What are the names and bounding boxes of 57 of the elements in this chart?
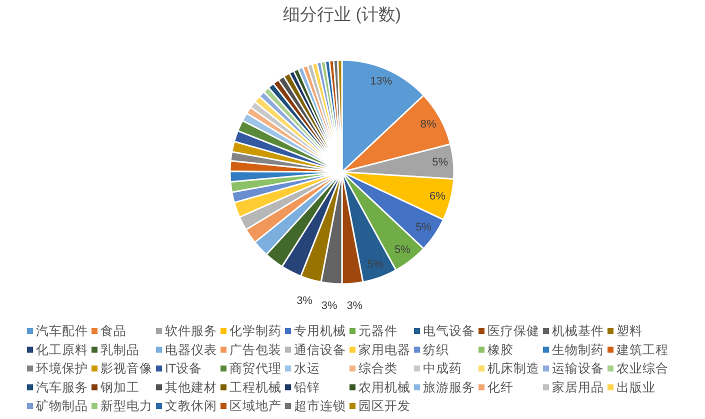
legend-label: 运输设备 [552, 362, 604, 376]
legend-label: 农业综合 [616, 362, 668, 376]
legend-label: 农用机械 [358, 380, 410, 394]
legend-label: 汽车服务 [36, 380, 88, 394]
legend-label: 化工原料 [36, 342, 88, 357]
legend-label: 出版业 [616, 380, 656, 394]
legend-label: 环境保护 [36, 360, 88, 376]
legend-label: 商贸代理 [230, 362, 282, 376]
legend-label: 食品 [100, 324, 126, 338]
data-label: 3% [296, 295, 313, 308]
legend-label: 塑料 [616, 323, 642, 338]
legend-label: 通信设备 [294, 342, 346, 357]
legend-label: 影视音像 [100, 362, 152, 376]
legend-label: 文教休闲 [165, 399, 217, 413]
data-label: 6% [430, 190, 446, 203]
legend-label: 元器件 [358, 324, 398, 338]
legend-label: 超市连锁 [294, 399, 346, 413]
chart-title: 细分行业 (计数) [282, 5, 402, 24]
data-label: 5% [432, 156, 448, 169]
legend-label: 旅游服务 [423, 380, 475, 394]
legend-label: 家居用品 [552, 379, 604, 394]
legend-label: 其他建材 [165, 380, 217, 394]
legend-label: 化学制药 [230, 324, 282, 338]
legend-label: 铅锌 [293, 380, 320, 394]
legend-label: 家用电器 [358, 342, 410, 357]
data-label: 8% [420, 118, 437, 131]
data-label: 3% [321, 300, 338, 312]
data-label: 5% [416, 221, 432, 234]
legend-label: 汽车配件 [36, 324, 88, 338]
data-label: 5% [394, 244, 411, 256]
legend-label: 软件服务 [165, 324, 217, 338]
legend-label: 化纤 [488, 380, 514, 394]
legend-label: 纺织 [423, 342, 449, 357]
legend-label: 矿物制品 [35, 399, 88, 413]
legend-label: 综合类 [358, 362, 398, 376]
legend-label: 橡胶 [488, 342, 514, 357]
legend-label: 工程机械 [230, 380, 282, 394]
legend-label: 专用机械 [294, 324, 346, 338]
data-label: 13% [370, 76, 392, 88]
data-label: 3% [346, 300, 363, 312]
data-label: 5% [367, 258, 384, 271]
legend-label: IT设备 [165, 362, 202, 376]
legend-label: 新型电力 [100, 399, 152, 413]
legend-label: 医疗保健 [488, 324, 540, 338]
legend-label: 广告包装 [230, 342, 282, 357]
legend-label: 乳制品 [100, 342, 140, 357]
legend-label: 机床制造 [488, 362, 540, 376]
legend-label: 钢加工 [100, 380, 140, 394]
legend-label: 机械基件 [552, 324, 604, 338]
legend-label: 建筑工程 [616, 342, 668, 357]
legend-label: 电器仪表 [165, 342, 217, 357]
legend-label: 电气设备 [423, 324, 475, 338]
legend-label: 园区开发 [358, 399, 410, 413]
legend-label: 生物制药 [552, 342, 604, 357]
legend-label: 中成药 [423, 362, 462, 376]
legend-label: 水运 [294, 362, 320, 376]
legend-label: 区域地产 [230, 399, 282, 413]
